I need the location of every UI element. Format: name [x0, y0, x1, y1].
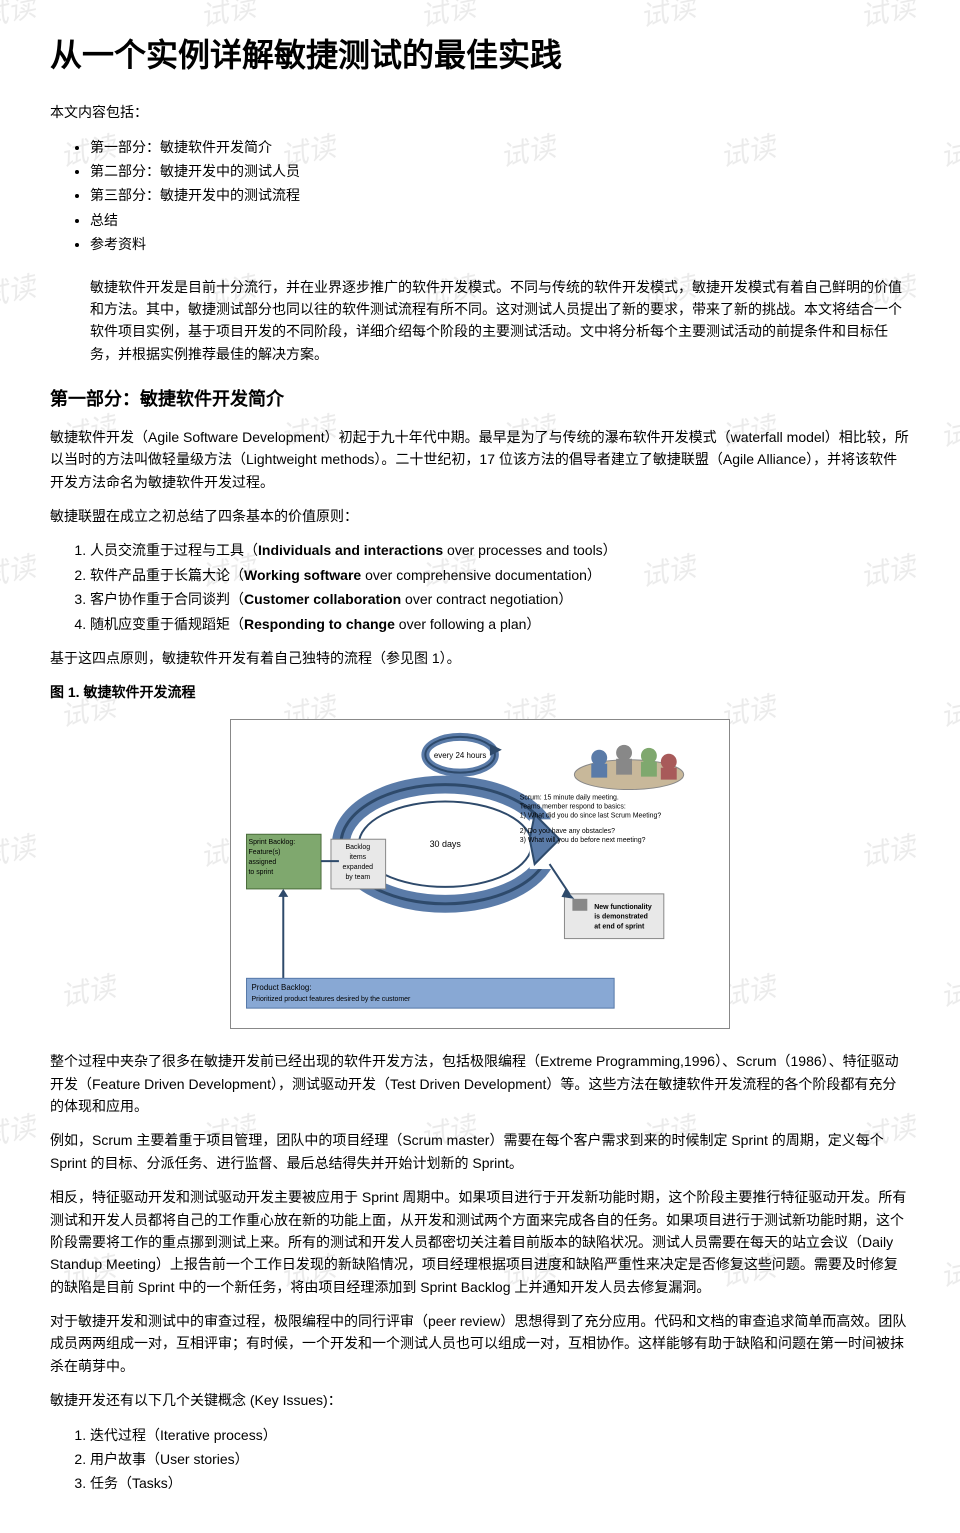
svg-text:assigned: assigned: [249, 859, 277, 866]
daily-cycle-label: every 24 hours: [434, 751, 487, 760]
principle-item: 客户协作重于合同谈判（Customer collaboration over c…: [90, 588, 910, 610]
svg-text:at end of sprint: at end of sprint: [594, 923, 645, 930]
principle-zh: 随机应变重于循规蹈矩（: [90, 616, 244, 632]
toc-list: 第一部分：敏捷软件开发简介 第二部分：敏捷开发中的测试人员 第三部分：敏捷开发中…: [90, 136, 910, 256]
principle-bold: Working software: [244, 567, 361, 583]
toc-item: 第三部分：敏捷开发中的测试流程: [90, 184, 910, 206]
toc-item: 第一部分：敏捷软件开发简介: [90, 136, 910, 158]
watermark: 试读: [0, 265, 40, 320]
principle-zh: 客户协作重于合同谈判（: [90, 591, 244, 607]
page-title: 从一个实例详解敏捷测试的最佳实践: [50, 30, 910, 81]
svg-text:to sprint: to sprint: [249, 869, 274, 876]
principle-zh: 软件产品重于长篇大论（: [90, 567, 244, 583]
principle-rest: over following a plan）: [395, 616, 541, 632]
svg-text:Feature(s): Feature(s): [249, 849, 281, 856]
watermark: 试读: [936, 125, 960, 180]
key-issue-item: 迭代过程（Iterative process）: [90, 1424, 910, 1446]
body-paragraph: 基于这四点原则，敏捷软件开发有着自己独特的流程（参见图 1）。: [50, 647, 910, 669]
principle-item: 随机应变重于循规蹈矩（Responding to change over fol…: [90, 613, 910, 635]
watermark: 试读: [936, 685, 960, 740]
principle-item: 人员交流重于过程与工具（Individuals and interactions…: [90, 539, 910, 561]
svg-text:is demonstrated: is demonstrated: [594, 914, 648, 921]
svg-text:Prioritized product features d: Prioritized product features desired by …: [251, 996, 411, 1003]
scrum-diagram: every 24 hours 30 days Sprint Backlog: F…: [230, 719, 730, 1029]
principle-item: 软件产品重于长篇大论（Working software over compreh…: [90, 564, 910, 586]
watermark: 试读: [936, 1245, 960, 1300]
body-paragraph: 敏捷开发还有以下几个关键概念 (Key Issues)：: [50, 1389, 910, 1411]
watermark: 试读: [0, 0, 40, 40]
svg-text:2) Do you have any obstacles?: 2) Do you have any obstacles?: [520, 828, 615, 835]
backlog-items-box: Backlog items expanded by team: [331, 839, 386, 889]
svg-text:by team: by team: [345, 874, 370, 881]
key-issue-item: 任务（Tasks）: [90, 1472, 910, 1494]
principle-rest: over contract negotiation）: [401, 591, 572, 607]
key-issue-item: 用户故事（User stories）: [90, 1448, 910, 1470]
figure1-title: 图 1. 敏捷软件开发流程: [50, 681, 910, 703]
svg-text:Product Backlog:: Product Backlog:: [251, 983, 311, 992]
key-issues-list: 迭代过程（Iterative process） 用户故事（User storie…: [90, 1424, 910, 1495]
svg-text:Teams member respond to basics: Teams member respond to basics:: [520, 803, 626, 810]
principle-zh: 人员交流重于过程与工具（: [90, 542, 258, 558]
sprint-days-label: 30 days: [430, 839, 462, 849]
watermark: 试读: [0, 545, 40, 600]
svg-text:1) What did you do since last: 1) What did you do since last Scrum Meet…: [520, 812, 662, 819]
body-paragraph: 敏捷联盟在成立之初总结了四条基本的价值原则：: [50, 505, 910, 527]
body-paragraph: 整个过程中夹杂了很多在敏捷开发前已经出现的软件开发方法，包括极限编程（Extre…: [50, 1050, 910, 1117]
toc-intro: 本文内容包括：: [50, 101, 910, 123]
svg-text:Sprint Backlog:: Sprint Backlog:: [249, 839, 296, 846]
principle-rest: over comprehensive documentation）: [361, 567, 601, 583]
sprint-backlog-box: Sprint Backlog: Feature(s) assigned to s…: [247, 834, 322, 889]
demo-box: New functionality is demonstrated at end…: [564, 894, 663, 939]
toc-item: 参考资料: [90, 233, 910, 255]
intro-paragraph: 敏捷软件开发是目前十分流行，并在业界逐步推广的软件开发模式。不同与传统的软件开发…: [90, 276, 910, 366]
watermark: 试读: [0, 825, 40, 880]
section1-heading: 第一部分：敏捷软件开发简介: [50, 385, 910, 414]
principle-bold: Customer collaboration: [244, 591, 401, 607]
product-backlog-box: Product Backlog: Prioritized product fea…: [247, 978, 615, 1008]
principle-bold: Responding to change: [244, 616, 395, 632]
principle-rest: over processes and tools）: [443, 542, 617, 558]
svg-text:items: items: [350, 854, 367, 861]
principle-bold: Individuals and interactions: [258, 542, 443, 558]
body-paragraph: 敏捷软件开发（Agile Software Development）初起于九十年…: [50, 426, 910, 493]
svg-text:Scrum: 15 minute daily meeting: Scrum: 15 minute daily meeting.: [520, 794, 619, 801]
svg-text:Backlog: Backlog: [345, 844, 370, 851]
svg-text:3) What will you do before nex: 3) What will you do before next meeting?: [520, 837, 646, 844]
toc-item: 总结: [90, 209, 910, 231]
body-paragraph: 对于敏捷开发和测试中的审查过程，极限编程中的同行评审（peer review）思…: [50, 1310, 910, 1377]
figure1-container: every 24 hours 30 days Sprint Backlog: F…: [230, 719, 730, 1035]
body-paragraph: 例如，Scrum 主要着重于项目管理，团队中的项目经理（Scrum master…: [50, 1129, 910, 1174]
svg-text:New functionality: New functionality: [594, 904, 652, 911]
watermark: 试读: [936, 965, 960, 1020]
principles-list: 人员交流重于过程与工具（Individuals and interactions…: [90, 539, 910, 635]
watermark: 试读: [936, 405, 960, 460]
toc-item: 第二部分：敏捷开发中的测试人员: [90, 160, 910, 182]
watermark: 试读: [0, 1105, 40, 1160]
svg-text:expanded: expanded: [343, 864, 374, 871]
body-paragraph: 相反，特征驱动开发和测试驱动开发主要被应用于 Sprint 周期中。如果项目进行…: [50, 1186, 910, 1298]
